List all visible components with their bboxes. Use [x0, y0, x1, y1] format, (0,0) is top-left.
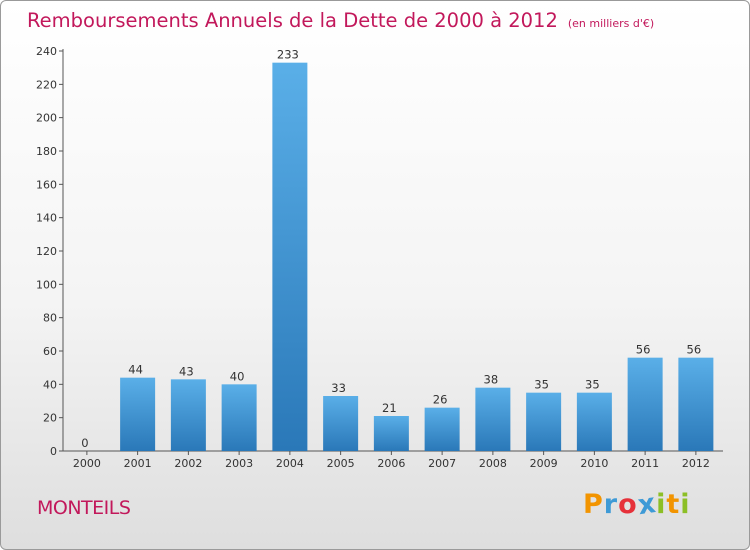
y-tick-label: 40 [43, 378, 57, 391]
y-tick-label: 240 [36, 45, 57, 58]
chart-title: Remboursements Annuels de la Dette de 20… [27, 9, 654, 32]
brand-letter: o [618, 489, 638, 520]
x-tick-label-2009: 2009 [530, 457, 558, 470]
value-label-2003: 40 [230, 369, 245, 383]
value-label-2004: 233 [277, 48, 299, 62]
x-tick-label-2006: 2006 [377, 457, 405, 470]
bar-2003 [221, 384, 257, 451]
value-label-2007: 26 [433, 393, 448, 407]
x-tick-label-2007: 2007 [428, 457, 456, 470]
place-name: MONTEILS [37, 497, 131, 519]
brand-letter: P [583, 489, 604, 520]
value-label-2008: 38 [484, 373, 499, 387]
y-tick-label: 0 [50, 445, 57, 458]
y-tick-label: 80 [43, 312, 57, 325]
y-tick-label: 180 [36, 145, 57, 158]
x-tick-label-2000: 2000 [73, 457, 101, 470]
brand-letter: i [656, 489, 667, 520]
y-tick-label: 160 [36, 178, 57, 191]
y-tick-label: 20 [43, 412, 57, 425]
value-label-2010: 35 [585, 378, 600, 392]
x-tick-label-2008: 2008 [479, 457, 507, 470]
x-tick-label-2005: 2005 [327, 457, 355, 470]
bar-2007 [424, 407, 460, 451]
y-tick-label: 220 [36, 78, 57, 91]
y-tick-label: 200 [36, 112, 57, 125]
value-label-2011: 56 [636, 343, 651, 357]
y-tick-label: 140 [36, 212, 57, 225]
bar-2011 [627, 357, 663, 451]
x-tick-label-2004: 2004 [276, 457, 304, 470]
bar-2002 [170, 379, 206, 451]
bar-2005 [323, 396, 359, 451]
value-label-2009: 35 [534, 378, 549, 392]
brand-letter: t [666, 489, 681, 520]
brand-letter: i [680, 489, 691, 520]
bar-2004 [272, 62, 308, 452]
value-label-2002: 43 [179, 364, 194, 378]
value-label-2006: 21 [382, 401, 397, 415]
x-tick-label-2001: 2001 [124, 457, 152, 470]
brand-letter: x [635, 487, 659, 522]
x-tick-label-2010: 2010 [580, 457, 608, 470]
chart-title-text: Remboursements Annuels de la Dette de 20… [27, 9, 558, 32]
y-tick-label: 120 [36, 245, 57, 258]
bar-2010 [576, 392, 612, 451]
bar-2009 [526, 392, 562, 451]
x-tick-label-2011: 2011 [631, 457, 659, 470]
brand-letter: r [603, 489, 619, 520]
x-tick-label-2002: 2002 [174, 457, 202, 470]
y-tick-label: 60 [43, 345, 57, 358]
bar-2001 [120, 377, 156, 451]
value-label-2005: 33 [331, 381, 346, 395]
bar-2008 [475, 387, 511, 451]
value-label-2000: 0 [81, 436, 88, 450]
brand-logo: Proxiti [583, 487, 691, 522]
bar-2012 [678, 357, 714, 451]
x-tick-label-2012: 2012 [682, 457, 710, 470]
bar-2006 [373, 416, 409, 451]
x-tick-label-2003: 2003 [225, 457, 253, 470]
value-label-2012: 56 [687, 343, 702, 357]
y-tick-label: 100 [36, 278, 57, 291]
value-label-2001: 44 [128, 363, 143, 377]
chart-unit-note: (en milliers d'€) [567, 17, 655, 30]
